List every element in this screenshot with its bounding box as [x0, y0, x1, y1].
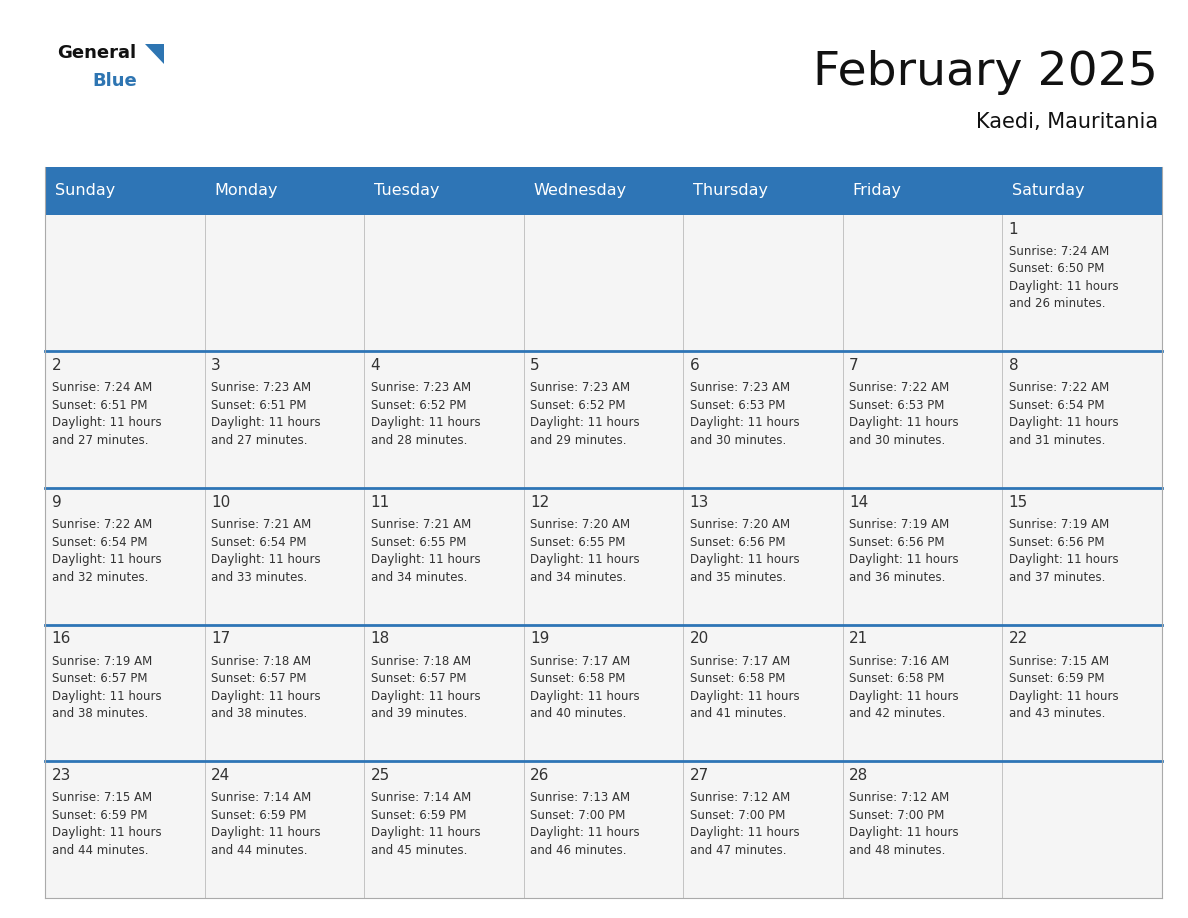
- Text: 9: 9: [51, 495, 62, 509]
- Text: Sunrise: 7:12 AM
Sunset: 7:00 PM
Daylight: 11 hours
and 48 minutes.: Sunrise: 7:12 AM Sunset: 7:00 PM Dayligh…: [849, 791, 959, 856]
- Text: 17: 17: [211, 632, 230, 646]
- Text: 7: 7: [849, 358, 859, 374]
- Text: 5: 5: [530, 358, 539, 374]
- Text: Sunrise: 7:14 AM
Sunset: 6:59 PM
Daylight: 11 hours
and 44 minutes.: Sunrise: 7:14 AM Sunset: 6:59 PM Dayligh…: [211, 791, 321, 856]
- Text: 24: 24: [211, 768, 230, 783]
- Text: 16: 16: [51, 632, 71, 646]
- Text: Saturday: Saturday: [1012, 184, 1085, 198]
- Text: Sunrise: 7:23 AM
Sunset: 6:51 PM
Daylight: 11 hours
and 27 minutes.: Sunrise: 7:23 AM Sunset: 6:51 PM Dayligh…: [211, 382, 321, 447]
- Text: Sunrise: 7:19 AM
Sunset: 6:57 PM
Daylight: 11 hours
and 38 minutes.: Sunrise: 7:19 AM Sunset: 6:57 PM Dayligh…: [51, 655, 162, 720]
- Text: 23: 23: [51, 768, 71, 783]
- Text: 18: 18: [371, 632, 390, 646]
- Text: 10: 10: [211, 495, 230, 509]
- Text: Sunrise: 7:23 AM
Sunset: 6:53 PM
Daylight: 11 hours
and 30 minutes.: Sunrise: 7:23 AM Sunset: 6:53 PM Dayligh…: [690, 382, 800, 447]
- Text: 28: 28: [849, 768, 868, 783]
- Text: Sunrise: 7:13 AM
Sunset: 7:00 PM
Daylight: 11 hours
and 46 minutes.: Sunrise: 7:13 AM Sunset: 7:00 PM Dayligh…: [530, 791, 640, 856]
- Text: Sunrise: 7:22 AM
Sunset: 6:54 PM
Daylight: 11 hours
and 31 minutes.: Sunrise: 7:22 AM Sunset: 6:54 PM Dayligh…: [1009, 382, 1118, 447]
- Text: 2: 2: [51, 358, 61, 374]
- Text: Sunrise: 7:21 AM
Sunset: 6:54 PM
Daylight: 11 hours
and 33 minutes.: Sunrise: 7:21 AM Sunset: 6:54 PM Dayligh…: [211, 518, 321, 584]
- Text: Sunrise: 7:18 AM
Sunset: 6:57 PM
Daylight: 11 hours
and 39 minutes.: Sunrise: 7:18 AM Sunset: 6:57 PM Dayligh…: [371, 655, 480, 720]
- Text: Sunrise: 7:12 AM
Sunset: 7:00 PM
Daylight: 11 hours
and 47 minutes.: Sunrise: 7:12 AM Sunset: 7:00 PM Dayligh…: [690, 791, 800, 856]
- Text: General: General: [57, 44, 137, 62]
- Text: Tuesday: Tuesday: [374, 184, 440, 198]
- Text: Sunrise: 7:20 AM
Sunset: 6:56 PM
Daylight: 11 hours
and 35 minutes.: Sunrise: 7:20 AM Sunset: 6:56 PM Dayligh…: [690, 518, 800, 584]
- Text: Sunrise: 7:15 AM
Sunset: 6:59 PM
Daylight: 11 hours
and 44 minutes.: Sunrise: 7:15 AM Sunset: 6:59 PM Dayligh…: [51, 791, 162, 856]
- Text: Wednesday: Wednesday: [533, 184, 626, 198]
- Text: Thursday: Thursday: [693, 184, 767, 198]
- Text: Sunrise: 7:20 AM
Sunset: 6:55 PM
Daylight: 11 hours
and 34 minutes.: Sunrise: 7:20 AM Sunset: 6:55 PM Dayligh…: [530, 518, 640, 584]
- Text: Sunrise: 7:23 AM
Sunset: 6:52 PM
Daylight: 11 hours
and 29 minutes.: Sunrise: 7:23 AM Sunset: 6:52 PM Dayligh…: [530, 382, 640, 447]
- Text: Sunday: Sunday: [55, 184, 115, 198]
- Text: 14: 14: [849, 495, 868, 509]
- Text: 8: 8: [1009, 358, 1018, 374]
- Text: Sunrise: 7:24 AM
Sunset: 6:50 PM
Daylight: 11 hours
and 26 minutes.: Sunrise: 7:24 AM Sunset: 6:50 PM Dayligh…: [1009, 245, 1118, 310]
- Text: 20: 20: [690, 632, 709, 646]
- Text: 3: 3: [211, 358, 221, 374]
- Text: Sunrise: 7:14 AM
Sunset: 6:59 PM
Daylight: 11 hours
and 45 minutes.: Sunrise: 7:14 AM Sunset: 6:59 PM Dayligh…: [371, 791, 480, 856]
- Text: 12: 12: [530, 495, 549, 509]
- Text: 22: 22: [1009, 632, 1028, 646]
- Text: Sunrise: 7:18 AM
Sunset: 6:57 PM
Daylight: 11 hours
and 38 minutes.: Sunrise: 7:18 AM Sunset: 6:57 PM Dayligh…: [211, 655, 321, 720]
- Text: February 2025: February 2025: [814, 50, 1158, 95]
- Text: 6: 6: [690, 358, 700, 374]
- Text: Sunrise: 7:24 AM
Sunset: 6:51 PM
Daylight: 11 hours
and 27 minutes.: Sunrise: 7:24 AM Sunset: 6:51 PM Dayligh…: [51, 382, 162, 447]
- Text: Sunrise: 7:19 AM
Sunset: 6:56 PM
Daylight: 11 hours
and 37 minutes.: Sunrise: 7:19 AM Sunset: 6:56 PM Dayligh…: [1009, 518, 1118, 584]
- Text: Sunrise: 7:22 AM
Sunset: 6:53 PM
Daylight: 11 hours
and 30 minutes.: Sunrise: 7:22 AM Sunset: 6:53 PM Dayligh…: [849, 382, 959, 447]
- Text: Sunrise: 7:16 AM
Sunset: 6:58 PM
Daylight: 11 hours
and 42 minutes.: Sunrise: 7:16 AM Sunset: 6:58 PM Dayligh…: [849, 655, 959, 720]
- Text: Sunrise: 7:17 AM
Sunset: 6:58 PM
Daylight: 11 hours
and 40 minutes.: Sunrise: 7:17 AM Sunset: 6:58 PM Dayligh…: [530, 655, 640, 720]
- Text: 4: 4: [371, 358, 380, 374]
- Text: Sunrise: 7:22 AM
Sunset: 6:54 PM
Daylight: 11 hours
and 32 minutes.: Sunrise: 7:22 AM Sunset: 6:54 PM Dayligh…: [51, 518, 162, 584]
- Text: Blue: Blue: [93, 72, 138, 90]
- Text: Friday: Friday: [852, 184, 902, 198]
- Text: Sunrise: 7:19 AM
Sunset: 6:56 PM
Daylight: 11 hours
and 36 minutes.: Sunrise: 7:19 AM Sunset: 6:56 PM Dayligh…: [849, 518, 959, 584]
- Text: Monday: Monday: [214, 184, 278, 198]
- Text: 27: 27: [690, 768, 709, 783]
- Text: 13: 13: [690, 495, 709, 509]
- Text: Sunrise: 7:23 AM
Sunset: 6:52 PM
Daylight: 11 hours
and 28 minutes.: Sunrise: 7:23 AM Sunset: 6:52 PM Dayligh…: [371, 382, 480, 447]
- Text: 19: 19: [530, 632, 550, 646]
- Text: 25: 25: [371, 768, 390, 783]
- Text: Sunrise: 7:21 AM
Sunset: 6:55 PM
Daylight: 11 hours
and 34 minutes.: Sunrise: 7:21 AM Sunset: 6:55 PM Dayligh…: [371, 518, 480, 584]
- Text: Sunrise: 7:17 AM
Sunset: 6:58 PM
Daylight: 11 hours
and 41 minutes.: Sunrise: 7:17 AM Sunset: 6:58 PM Dayligh…: [690, 655, 800, 720]
- Text: 26: 26: [530, 768, 550, 783]
- Text: Sunrise: 7:15 AM
Sunset: 6:59 PM
Daylight: 11 hours
and 43 minutes.: Sunrise: 7:15 AM Sunset: 6:59 PM Dayligh…: [1009, 655, 1118, 720]
- Text: 11: 11: [371, 495, 390, 509]
- Text: Kaedi, Mauritania: Kaedi, Mauritania: [977, 112, 1158, 132]
- Text: 21: 21: [849, 632, 868, 646]
- Text: 15: 15: [1009, 495, 1028, 509]
- Text: 1: 1: [1009, 221, 1018, 237]
